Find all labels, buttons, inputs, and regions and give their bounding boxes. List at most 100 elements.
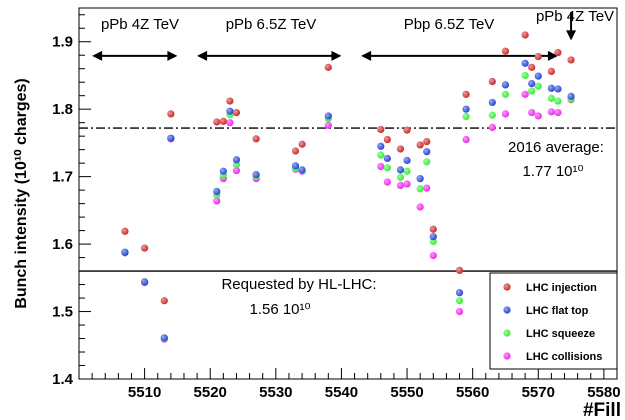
data-point-highlight — [383, 164, 391, 172]
y-tick-label: 1.7 — [52, 169, 73, 186]
data-point-highlight — [291, 147, 300, 155]
data-point-highlight — [429, 233, 437, 241]
data-point-highlight — [455, 266, 464, 274]
data-point-highlight — [403, 180, 411, 188]
x-tick-label: 5550 — [390, 384, 423, 401]
data-point-highlight — [416, 203, 424, 211]
data-point-highlight — [462, 105, 470, 113]
data-point-highlight — [232, 166, 241, 175]
legend-box — [489, 272, 618, 370]
data-point-highlight — [298, 166, 306, 174]
data-point-highlight — [383, 178, 391, 186]
period-label: Pbp 6.5Z TeV — [404, 16, 495, 33]
x-tick-label: 5570 — [522, 384, 555, 401]
legend-label: LHC flat top — [526, 305, 589, 317]
y-tick-label: 1.5 — [52, 304, 73, 321]
data-point-highlight — [213, 187, 221, 196]
data-point-highlight — [232, 156, 241, 164]
data-point-highlight — [501, 110, 510, 118]
data-point-highlight — [416, 175, 424, 183]
data-point-highlight — [232, 108, 241, 117]
data-point-highlight — [528, 79, 536, 88]
x-axis-title: #Fill — [583, 400, 621, 420]
data-point-highlight — [554, 48, 562, 57]
data-point-highlight — [291, 162, 300, 170]
reference-label: 1.77 10¹⁰ — [522, 163, 583, 180]
reference-label: 2016 average: — [508, 139, 604, 156]
data-point-highlight — [396, 181, 405, 190]
y-tick-label: 1.4 — [52, 371, 74, 388]
data-point-highlight — [554, 108, 562, 117]
reference-label: 1.56 10¹⁰ — [249, 301, 310, 318]
data-point-highlight — [521, 90, 529, 98]
data-point-highlight — [554, 85, 562, 93]
data-point-highlight — [488, 111, 496, 119]
period-annotations: pPb 4Z TeV pPb 6.5Z TeV Pbp 6.5Z TeV pPb 4Z… — [92, 8, 614, 61]
data-point-highlight — [488, 123, 496, 131]
data-point-highlight — [501, 90, 510, 98]
data-point-highlight — [219, 167, 227, 175]
data-point-highlight — [226, 119, 234, 127]
data-point-highlight — [324, 121, 332, 129]
x-tick-label: 5530 — [259, 384, 292, 401]
data-point-highlight — [219, 117, 227, 125]
data-point-highlight — [298, 140, 306, 148]
data-point-highlight — [528, 63, 536, 71]
data-point-highlight — [547, 94, 555, 102]
data-point-highlight — [324, 112, 332, 120]
arrowhead-right-icon — [167, 50, 178, 61]
data-point-highlight — [521, 59, 529, 67]
data-point-highlight — [455, 289, 464, 297]
data-point-highlight — [141, 244, 149, 252]
x-tick-label: 5510 — [128, 384, 161, 401]
data-point-highlight — [534, 112, 542, 120]
reference-label: Requested by HL-LHC: — [221, 276, 376, 293]
data-point-highlight — [567, 56, 575, 64]
data-point-highlight — [383, 154, 391, 163]
data-point-highlight — [429, 225, 437, 233]
data-point-highlight — [121, 248, 129, 256]
data-point-highlight — [324, 63, 332, 71]
arrowhead-left-icon — [92, 50, 103, 61]
data-point-highlight — [462, 113, 470, 121]
data-point-highlight — [403, 126, 411, 134]
data-point-highlight — [429, 251, 437, 260]
data-point-highlight — [121, 227, 129, 235]
data-point-highlight — [534, 72, 542, 80]
data-point-highlight — [416, 185, 424, 193]
reference-lines: 2016 average: 1.77 10¹⁰ Requested by HL-LH… — [79, 127, 617, 318]
data-point-highlight — [528, 87, 536, 95]
data-point-highlight — [396, 166, 405, 174]
data-point-highlight — [160, 334, 168, 342]
y-tick-label: 1.6 — [52, 236, 73, 253]
data-point-highlight — [501, 47, 510, 55]
data-point-highlight — [423, 184, 431, 192]
data-point-highlight — [160, 297, 168, 305]
data-point-highlight — [423, 137, 431, 146]
axes: 5510 5520 5530 5540 5550 5560 5570 5580 1.4 1.5 1.… — [52, 14, 621, 401]
data-point-highlight — [423, 158, 431, 166]
data-point-highlight — [396, 173, 405, 181]
data-point-highlight — [528, 108, 536, 117]
series-lhc-flat-top — [121, 59, 575, 342]
data-point-highlight — [416, 141, 424, 149]
x-tick-label: 5580 — [587, 384, 620, 401]
data-point-highlight — [547, 108, 555, 116]
data-point-highlight — [521, 31, 529, 39]
y-tick-label: 1.9 — [52, 34, 73, 51]
data-point-highlight — [488, 77, 496, 86]
legend: LHC injection LHC flat top LHC squeeze LHC … — [489, 272, 618, 370]
legend-marker-highlight — [503, 283, 511, 291]
plot-frame — [78, 7, 618, 380]
arrowhead-right-icon — [331, 50, 342, 61]
data-point-highlight — [534, 52, 542, 61]
data-point-highlight — [383, 135, 391, 144]
x-tick-label: 5540 — [325, 384, 358, 401]
series-lhc-injection — [121, 31, 575, 305]
period-label: pPb 4Z TeV — [101, 16, 179, 33]
data-point-highlight — [403, 156, 411, 165]
data-point-highlight — [488, 98, 496, 107]
data-point-highlight — [534, 82, 542, 90]
period-label: pPb 6.5Z TeV — [226, 16, 317, 33]
